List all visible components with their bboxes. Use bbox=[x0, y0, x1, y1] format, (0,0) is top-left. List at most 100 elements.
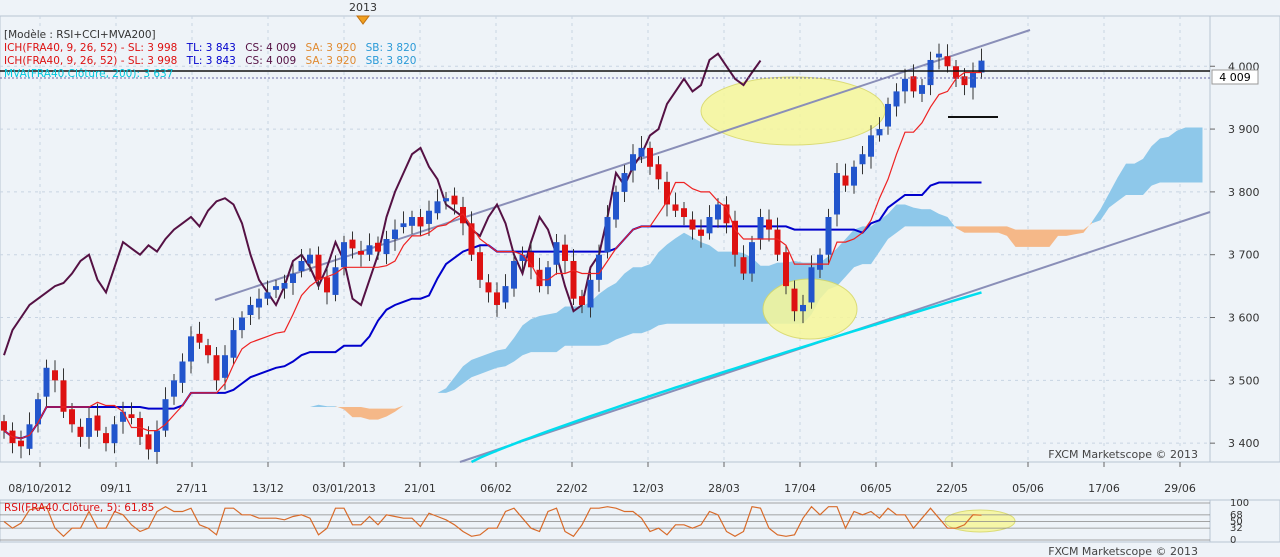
candle-body bbox=[341, 242, 347, 268]
candle bbox=[902, 68, 908, 104]
kumo-segment bbox=[752, 257, 761, 324]
candlesticks[interactable] bbox=[1, 43, 985, 464]
candle-body bbox=[154, 430, 160, 452]
candle-body bbox=[162, 399, 169, 431]
price-label-box bbox=[1211, 69, 1259, 85]
x-tick-label: 29/06 bbox=[1164, 482, 1196, 495]
rsi-axis bbox=[1209, 499, 1280, 543]
x-tick-label: 22/05 bbox=[936, 482, 968, 495]
candle-body bbox=[375, 242, 381, 252]
candle-body bbox=[868, 135, 874, 157]
candle-body bbox=[698, 229, 704, 236]
candle bbox=[655, 156, 662, 190]
candle bbox=[723, 196, 730, 234]
candle bbox=[94, 403, 101, 437]
kumo-segment bbox=[1083, 221, 1092, 233]
kumo-segment bbox=[1007, 226, 1016, 247]
candle bbox=[579, 289, 585, 314]
candle bbox=[681, 201, 687, 226]
candle bbox=[52, 360, 58, 393]
legend-ich2-tl: TL: 3 843 bbox=[186, 55, 236, 67]
rsi-panel[interactable] bbox=[0, 499, 1211, 543]
candle-body bbox=[664, 181, 670, 205]
candle bbox=[103, 426, 109, 452]
candle-body bbox=[128, 414, 135, 419]
legend-ich1-cs: CS: 4 009 bbox=[245, 42, 296, 54]
candle-body bbox=[808, 267, 815, 303]
candle-body bbox=[468, 223, 475, 255]
candle bbox=[825, 208, 832, 265]
x-tick-label: 13/12 bbox=[252, 482, 284, 495]
kumo-segment bbox=[956, 226, 965, 233]
candle bbox=[604, 205, 611, 259]
kumo-segment bbox=[327, 406, 336, 407]
candle-body bbox=[205, 345, 211, 356]
kumo-segment bbox=[573, 306, 582, 346]
kumo-segment bbox=[378, 408, 387, 420]
kumo-segment bbox=[454, 366, 463, 390]
x-tick-label: 06/05 bbox=[860, 482, 892, 495]
kumo-segment bbox=[1049, 229, 1058, 247]
kumo-segment bbox=[922, 209, 931, 227]
kumo-segment bbox=[1134, 158, 1143, 195]
rsi-tick-label: 0 bbox=[1230, 535, 1236, 546]
legend-ich1-main: ICH(FRA40, 9, 26, 52) - SL: 3 998 bbox=[4, 42, 177, 54]
kumo-segment bbox=[403, 392, 412, 406]
candle-body bbox=[86, 418, 92, 437]
x-tick-label: 03/01/2013 bbox=[312, 482, 375, 495]
candle-body bbox=[324, 277, 330, 293]
kumo-segment bbox=[335, 406, 344, 410]
candle bbox=[26, 412, 33, 456]
kumo-segment bbox=[1143, 146, 1152, 195]
kumo-segment bbox=[879, 213, 888, 252]
candle-body bbox=[315, 254, 322, 280]
candle-body bbox=[553, 242, 560, 265]
candle bbox=[689, 211, 696, 240]
candle-body bbox=[706, 217, 713, 234]
candle-body bbox=[494, 292, 500, 305]
candle-body bbox=[961, 76, 968, 86]
candle-body bbox=[26, 424, 33, 449]
kumo-segment bbox=[395, 405, 404, 412]
candle bbox=[281, 274, 288, 299]
candle-body bbox=[851, 166, 857, 186]
kumo-segment bbox=[310, 404, 319, 407]
kumo-segment bbox=[437, 388, 446, 393]
svg-text:ICH(FRA40, 9, 26, 52) - SL: 3: ICH(FRA40, 9, 26, 52) - SL: 3 998 TL: 3 … bbox=[4, 55, 416, 67]
candle bbox=[154, 420, 160, 464]
candle-body bbox=[434, 201, 441, 214]
tenkan-sen-path bbox=[3, 71, 982, 440]
legend-ich2-sb: SB: 3 820 bbox=[366, 55, 417, 67]
candle bbox=[834, 162, 840, 227]
price-label: 4 009 bbox=[1219, 71, 1251, 84]
candle bbox=[859, 146, 866, 175]
kumo-segment bbox=[913, 207, 922, 227]
candle bbox=[851, 160, 857, 194]
kumo-segment bbox=[514, 325, 523, 362]
kumo-segment bbox=[684, 232, 693, 324]
candle bbox=[290, 263, 296, 295]
candle bbox=[1, 414, 7, 439]
kumo-segment bbox=[497, 348, 506, 368]
candle-body bbox=[196, 333, 203, 343]
kumo-segment bbox=[624, 267, 633, 337]
price-axis[interactable] bbox=[1209, 15, 1280, 463]
candle bbox=[766, 209, 772, 242]
kumo-segment bbox=[964, 226, 973, 233]
candle bbox=[485, 274, 492, 303]
candle bbox=[468, 211, 475, 261]
candle bbox=[647, 141, 653, 175]
candle bbox=[392, 219, 398, 251]
candle bbox=[621, 164, 628, 202]
candle-body bbox=[562, 244, 568, 261]
candle-body bbox=[910, 76, 917, 92]
kumo-segment bbox=[556, 306, 565, 353]
kumo-segment bbox=[471, 356, 480, 378]
kumo-segment bbox=[1109, 177, 1118, 208]
candle bbox=[434, 189, 441, 220]
candle-body bbox=[638, 147, 645, 157]
candle bbox=[239, 311, 245, 339]
candle bbox=[400, 211, 407, 234]
kumo-segment bbox=[718, 251, 727, 324]
